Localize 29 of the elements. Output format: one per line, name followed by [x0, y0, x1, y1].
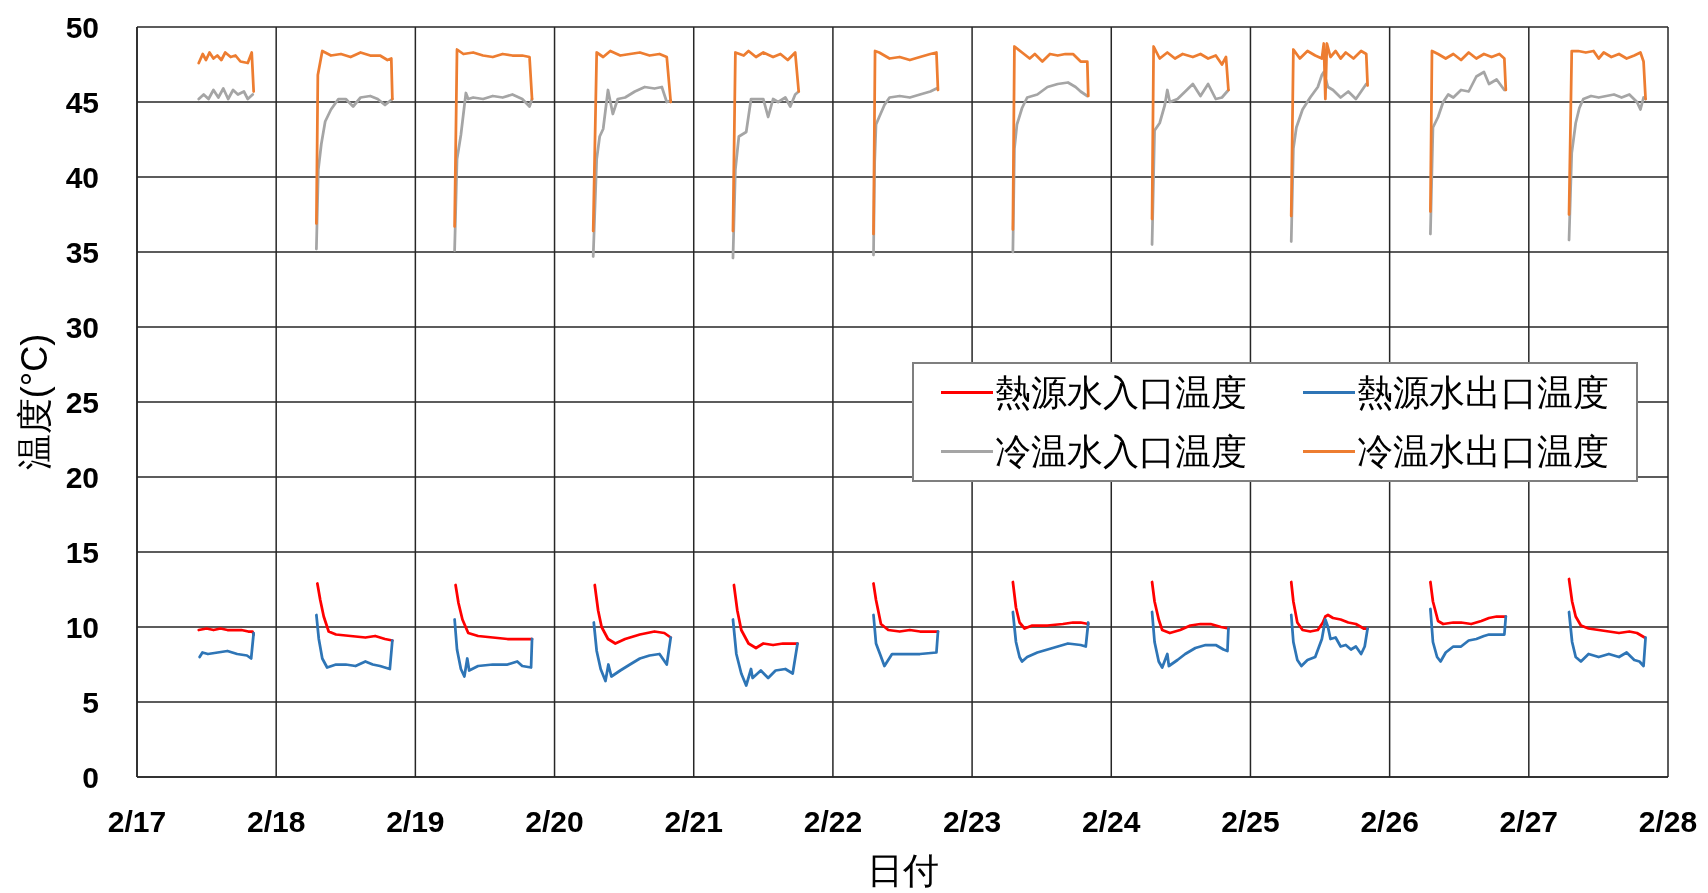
y-tick-label: 10	[65, 610, 99, 644]
x-tick-label: 2/25	[1221, 804, 1280, 838]
legend-label: 冷温水入口温度	[995, 431, 1247, 472]
x-tick-label: 2/28	[1638, 804, 1698, 838]
x-tick-label: 2/20	[525, 804, 584, 838]
legend-label: 熱源水出口温度	[1357, 372, 1609, 413]
x-tick-label: 2/26	[1360, 804, 1419, 838]
xlabel: 日付	[866, 849, 939, 891]
y-tick-label: 15	[65, 535, 99, 569]
legend-label: 冷温水出口温度	[1357, 431, 1609, 472]
y-tick-label: 45	[65, 85, 99, 119]
x-tick-label: 2/19	[386, 804, 445, 838]
x-tick-label: 2/22	[803, 804, 863, 838]
y-tick-label: 35	[65, 235, 99, 269]
y-tick-label: 20	[65, 460, 99, 494]
legend-label: 熱源水入口温度	[995, 372, 1247, 413]
y-tick-label: 50	[65, 10, 99, 44]
ylabel: 温度(°C)	[13, 333, 55, 471]
y-tick-label: 5	[82, 685, 99, 719]
y-tick-label: 40	[65, 160, 99, 194]
x-tick-label: 2/27	[1499, 804, 1558, 838]
x-tick-label: 2/24	[1082, 804, 1141, 838]
y-tick-label: 30	[65, 310, 99, 344]
x-tick-label: 2/23	[942, 804, 1002, 838]
y-tick-label: 0	[82, 760, 99, 794]
x-tick-label: 2/18	[247, 804, 306, 838]
x-tick-label: 2/17	[107, 804, 167, 838]
x-tick-label: 2/21	[664, 804, 723, 838]
y-tick-label: 25	[65, 385, 99, 419]
